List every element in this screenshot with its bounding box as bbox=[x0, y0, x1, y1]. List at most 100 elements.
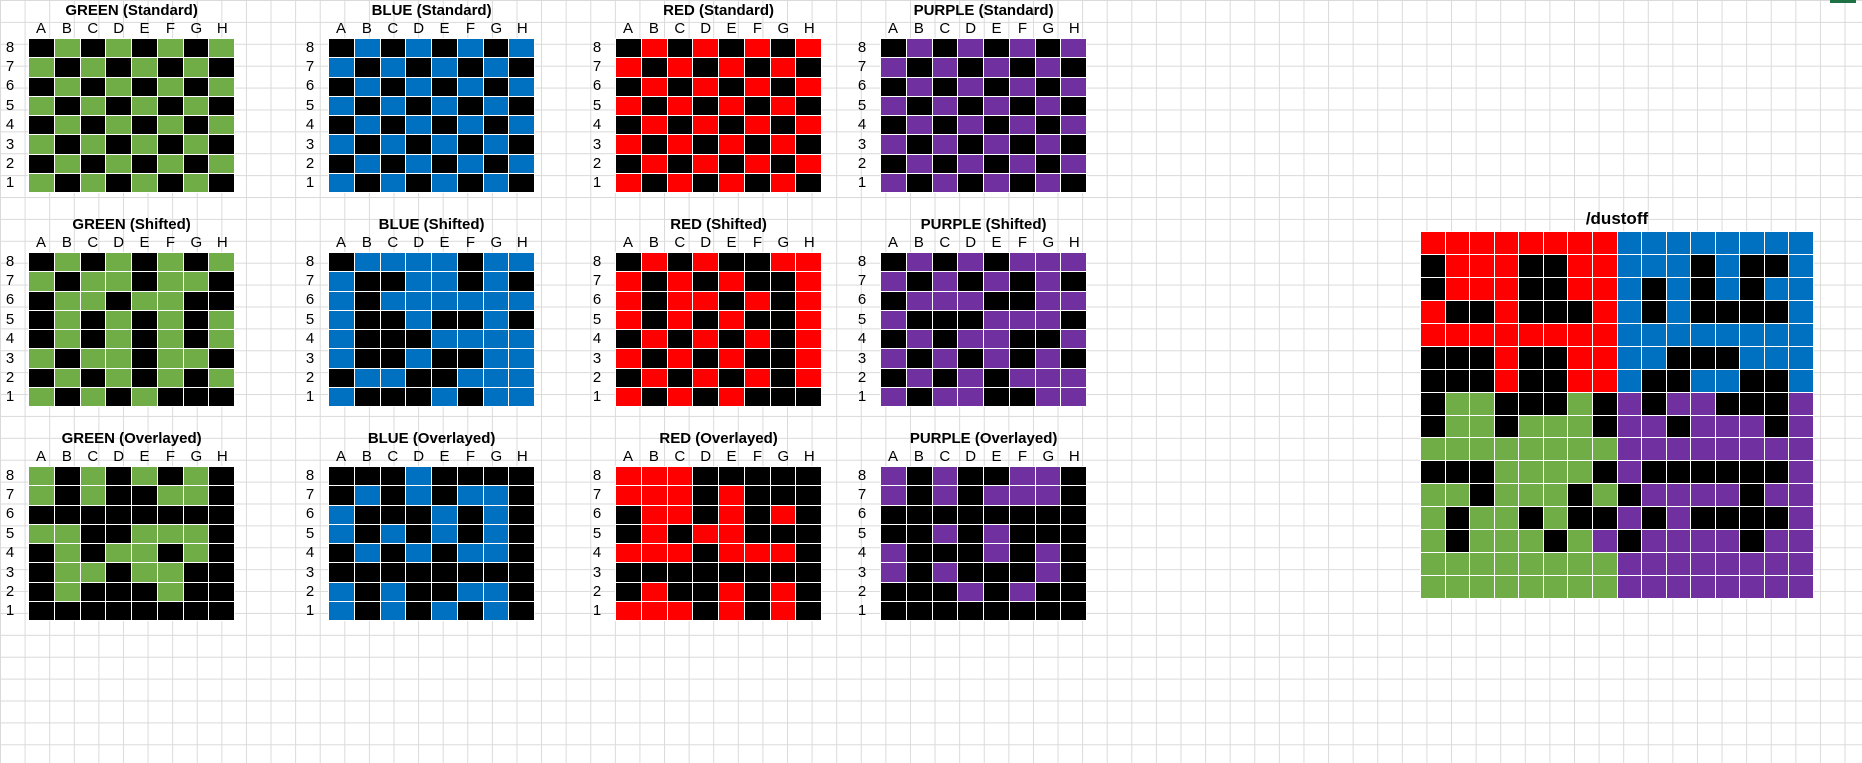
blue-square[interactable] bbox=[457, 116, 483, 135]
black-square[interactable] bbox=[209, 58, 235, 77]
black-square[interactable] bbox=[770, 467, 796, 486]
red-square[interactable] bbox=[1470, 232, 1494, 254]
black-square[interactable] bbox=[1666, 415, 1691, 438]
red-square[interactable] bbox=[693, 330, 719, 349]
black-square[interactable] bbox=[667, 368, 693, 387]
blue-square[interactable] bbox=[380, 582, 406, 601]
purple-square[interactable] bbox=[1642, 553, 1666, 576]
black-square[interactable] bbox=[932, 582, 958, 601]
black-square[interactable] bbox=[667, 563, 693, 582]
purple-square[interactable] bbox=[1617, 553, 1642, 576]
purple-square[interactable] bbox=[984, 349, 1009, 368]
purple-square[interactable] bbox=[1691, 484, 1715, 507]
black-square[interactable] bbox=[693, 486, 719, 505]
blue-square[interactable] bbox=[432, 505, 457, 524]
red-square[interactable] bbox=[667, 272, 693, 291]
green-square[interactable] bbox=[1494, 553, 1519, 576]
red-square[interactable] bbox=[1592, 323, 1617, 346]
black-square[interactable] bbox=[770, 39, 796, 58]
black-square[interactable] bbox=[1009, 291, 1035, 310]
black-square[interactable] bbox=[80, 544, 106, 563]
black-square[interactable] bbox=[483, 563, 509, 582]
black-square[interactable] bbox=[1691, 461, 1715, 484]
black-square[interactable] bbox=[719, 154, 744, 173]
blue-square[interactable] bbox=[380, 291, 406, 310]
green-square[interactable] bbox=[80, 96, 106, 116]
black-square[interactable] bbox=[106, 505, 132, 524]
black-square[interactable] bbox=[1009, 524, 1035, 544]
black-square[interactable] bbox=[106, 486, 132, 505]
blue-square[interactable] bbox=[1789, 277, 1813, 300]
purple-square[interactable] bbox=[1035, 291, 1061, 310]
black-square[interactable] bbox=[80, 310, 106, 330]
purple-square[interactable] bbox=[1061, 154, 1087, 173]
purple-square[interactable] bbox=[906, 330, 932, 349]
red-square[interactable] bbox=[667, 486, 693, 505]
red-square[interactable] bbox=[1592, 300, 1617, 323]
blue-square[interactable] bbox=[1789, 254, 1813, 277]
green-square[interactable] bbox=[1543, 415, 1568, 438]
black-square[interactable] bbox=[1691, 346, 1715, 369]
black-square[interactable] bbox=[770, 272, 796, 291]
black-square[interactable] bbox=[380, 505, 406, 524]
green-square[interactable] bbox=[209, 154, 235, 173]
green-square[interactable] bbox=[183, 96, 209, 116]
purple-square[interactable] bbox=[932, 96, 958, 116]
red-square[interactable] bbox=[616, 544, 641, 563]
purple-square[interactable] bbox=[1691, 415, 1715, 438]
black-square[interactable] bbox=[984, 582, 1009, 601]
black-square[interactable] bbox=[641, 310, 667, 330]
purple-square[interactable] bbox=[1061, 368, 1087, 387]
green-square[interactable] bbox=[1543, 461, 1568, 484]
black-square[interactable] bbox=[457, 96, 483, 116]
black-square[interactable] bbox=[132, 253, 157, 272]
blue-square[interactable] bbox=[483, 544, 509, 563]
green-square[interactable] bbox=[1592, 484, 1617, 507]
blue-square[interactable] bbox=[380, 96, 406, 116]
black-square[interactable] bbox=[906, 563, 932, 582]
black-square[interactable] bbox=[906, 467, 932, 486]
black-square[interactable] bbox=[509, 173, 535, 193]
purple-square[interactable] bbox=[958, 39, 984, 58]
green-square[interactable] bbox=[54, 544, 80, 563]
blue-square[interactable] bbox=[329, 330, 354, 349]
black-square[interactable] bbox=[881, 368, 906, 387]
blue-square[interactable] bbox=[1740, 232, 1764, 254]
black-square[interactable] bbox=[380, 330, 406, 349]
green-square[interactable] bbox=[183, 524, 209, 544]
blue-square[interactable] bbox=[483, 291, 509, 310]
purple-square[interactable] bbox=[1617, 438, 1642, 461]
black-square[interactable] bbox=[770, 154, 796, 173]
black-square[interactable] bbox=[380, 154, 406, 173]
green-square[interactable] bbox=[157, 524, 183, 544]
black-square[interactable] bbox=[406, 524, 432, 544]
black-square[interactable] bbox=[693, 387, 719, 407]
black-square[interactable] bbox=[380, 116, 406, 135]
black-square[interactable] bbox=[209, 291, 235, 310]
blue-square[interactable] bbox=[432, 291, 457, 310]
red-square[interactable] bbox=[616, 58, 641, 77]
black-square[interactable] bbox=[54, 349, 80, 368]
black-square[interactable] bbox=[796, 135, 822, 154]
black-square[interactable] bbox=[719, 467, 744, 486]
black-square[interactable] bbox=[1445, 507, 1470, 530]
green-square[interactable] bbox=[54, 368, 80, 387]
black-square[interactable] bbox=[1519, 277, 1543, 300]
purple-square[interactable] bbox=[1009, 39, 1035, 58]
green-square[interactable] bbox=[29, 135, 54, 154]
purple-square[interactable] bbox=[1009, 582, 1035, 601]
green-square[interactable] bbox=[106, 368, 132, 387]
black-square[interactable] bbox=[796, 544, 822, 563]
blue-square[interactable] bbox=[380, 173, 406, 193]
purple-square[interactable] bbox=[881, 58, 906, 77]
green-square[interactable] bbox=[1519, 438, 1543, 461]
black-square[interactable] bbox=[719, 39, 744, 58]
green-square[interactable] bbox=[54, 154, 80, 173]
black-square[interactable] bbox=[616, 582, 641, 601]
blue-square[interactable] bbox=[354, 544, 380, 563]
blue-square[interactable] bbox=[509, 387, 535, 407]
red-square[interactable] bbox=[719, 486, 744, 505]
black-square[interactable] bbox=[667, 77, 693, 96]
black-square[interactable] bbox=[132, 330, 157, 349]
black-square[interactable] bbox=[54, 601, 80, 621]
